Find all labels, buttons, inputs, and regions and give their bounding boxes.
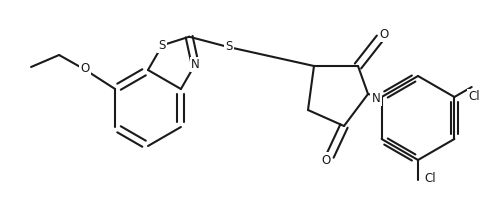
- Text: Cl: Cl: [468, 91, 480, 103]
- Text: Cl: Cl: [424, 172, 436, 184]
- Text: N: N: [372, 92, 380, 105]
- Text: S: S: [159, 39, 166, 52]
- Text: S: S: [226, 40, 233, 53]
- Text: O: O: [80, 62, 90, 76]
- Text: O: O: [379, 27, 389, 41]
- Text: N: N: [191, 58, 199, 71]
- Text: O: O: [321, 154, 331, 167]
